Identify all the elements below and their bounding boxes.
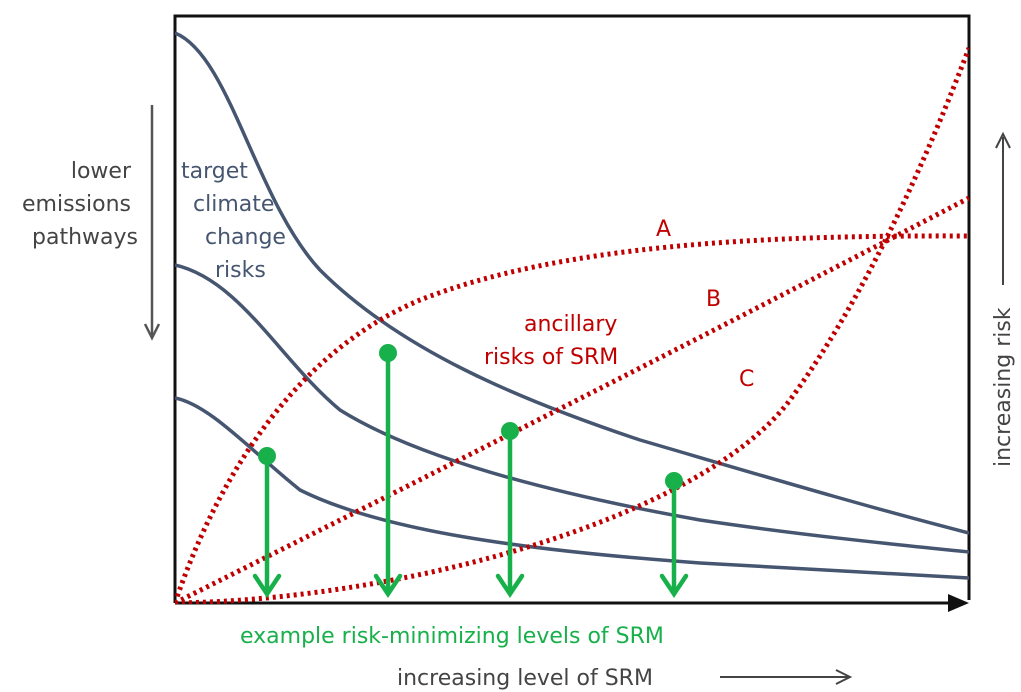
ancillary-risk-label-line: ancillary	[524, 312, 617, 337]
left-down-arrowhead	[143, 323, 161, 341]
target-risk-label-line: target	[181, 159, 248, 184]
left-arrow-label: lower emissions pathways	[22, 159, 138, 250]
ancillary-risk-label-line: risks of SRM	[484, 345, 618, 370]
x-axis-label-arrowhead	[835, 669, 853, 685]
target-risk-label: target climate change risks	[181, 159, 293, 283]
target-risk-label-line: climate	[193, 192, 274, 217]
curve-label-c: C	[739, 367, 754, 392]
risk-minimum-marker-2	[373, 344, 403, 599]
example-levels-label: example risk-minimizing levels of SRM	[240, 624, 664, 649]
x-axis-label: increasing level of SRM	[397, 666, 653, 691]
risk-minimum-marker-4	[659, 472, 689, 599]
ancillary-risk-curve-b	[175, 195, 969, 604]
risk-minimum-marker-3	[495, 422, 525, 599]
curve-label-b: B	[706, 287, 721, 312]
target-risk-curve-high	[175, 31, 969, 535]
target-risk-curve-mid	[175, 263, 969, 554]
plot-frame	[173, 14, 971, 603]
ancillary-risk-label: ancillary risks of SRM	[484, 312, 624, 370]
left-arrow-label-line: pathways	[32, 225, 138, 250]
y-axis-label-arrowhead	[995, 131, 1011, 149]
ancillary-risk-curve-a	[175, 233, 969, 604]
left-arrow-label-line: emissions	[22, 192, 131, 217]
ancillary-risk-curve-c	[175, 47, 969, 604]
left-arrow-label-line: lower	[71, 159, 132, 184]
curve-label-a: A	[656, 217, 671, 242]
target-risk-label-line: change	[205, 225, 286, 250]
x-axis-arrowhead	[948, 594, 969, 612]
y-axis-label: increasing risk	[991, 307, 1016, 467]
target-risk-label-line: risks	[215, 258, 266, 283]
target-risk-curve-low	[175, 396, 969, 580]
risk-minimum-marker-1	[252, 447, 282, 599]
